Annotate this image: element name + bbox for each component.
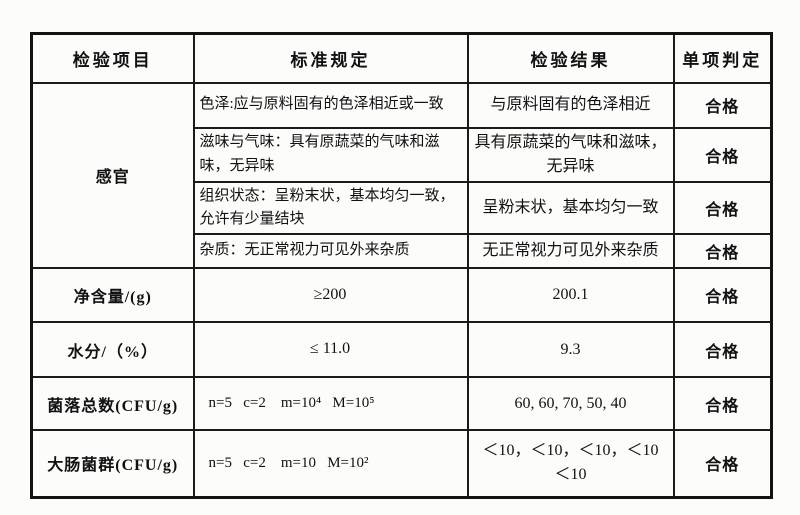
table-header-row: 检验项目 标准规定 检验结果 单项判定 — [30, 32, 773, 84]
table-row-net-content: 净含量/(g) ≥200 200.1 合格 — [30, 267, 773, 323]
cell-judgment-coliform: 合格 — [672, 429, 773, 498]
table-row-coliform: 大肠菌群(CFU/g) n=5 c=2 m=10 M=10² ＜10，＜10，＜… — [30, 429, 773, 498]
cell-result-texture: 呈粉末状，基本均匀一致 — [466, 180, 675, 235]
cell-item-moisture: 水分/（%） — [30, 321, 195, 378]
cell-judgment-taste-odor: 合格 — [672, 126, 773, 183]
table-row-sensory-taste-odor: 滋味与气味：具有原蔬菜的气味和滋味，无异味 具有原蔬菜的气味和滋味，无异味 合格 — [32, 126, 773, 183]
cell-item-sensory: 感官 — [30, 81, 195, 269]
cell-standard-texture: 组织状态：呈粉末状，基本均匀一致，允许有少量结块 — [192, 180, 469, 235]
header-single-item-judgment: 单项判定 — [672, 32, 773, 84]
cell-result-moisture: 9.3 — [466, 321, 675, 378]
table-row-sensory-impurity: 杂质：无正常视力可见外来杂质 无正常视力可见外来杂质 合格 — [32, 233, 773, 269]
cell-standard-color: 色泽:应与原料固有的色泽相近或一致 — [192, 81, 469, 129]
cell-result-taste-odor: 具有原蔬菜的气味和滋味，无异味 — [466, 126, 675, 183]
table-row-moisture: 水分/（%） ≤ 11.0 9.3 合格 — [30, 321, 773, 378]
header-inspection-result: 检验结果 — [466, 32, 675, 84]
cell-result-color: 与原料固有的色泽相近 — [466, 81, 675, 129]
inspection-table: 检验项目 标准规定 检验结果 单项判定 感官 色泽:应与原料固有的色泽相近或一致… — [30, 32, 773, 499]
table-row-total-colony-count: 菌落总数(CFU/g) n=5 c=2 m=10⁴ M=10⁵ 60, 60, … — [30, 376, 773, 431]
cell-result-total-colony-count: 60, 60, 70, 50, 40 — [466, 376, 675, 431]
cell-standard-total-colony-count: n=5 c=2 m=10⁴ M=10⁵ — [192, 376, 469, 431]
cell-judgment-moisture: 合格 — [672, 321, 773, 378]
cell-standard-impurity: 杂质：无正常视力可见外来杂质 — [192, 233, 469, 269]
cell-item-coliform: 大肠菌群(CFU/g) — [30, 429, 195, 498]
cell-standard-moisture: ≤ 11.0 — [192, 321, 469, 378]
coliform-result-line-1: ＜10，＜10，＜10，＜10 — [482, 442, 659, 460]
cell-standard-taste-odor: 滋味与气味：具有原蔬菜的气味和滋味，无异味 — [192, 126, 469, 183]
cell-result-net-content: 200.1 — [466, 267, 675, 323]
cell-standard-net-content: ≥200 — [192, 267, 469, 323]
cell-item-total-colony-count: 菌落总数(CFU/g) — [30, 376, 195, 431]
cell-judgment-total-colony-count: 合格 — [672, 376, 773, 431]
table-row-sensory-texture: 组织状态：呈粉末状，基本均匀一致，允许有少量结块 呈粉末状，基本均匀一致 合格 — [32, 180, 773, 235]
coliform-result-line-2: ＜10 — [554, 466, 587, 484]
cell-result-impurity: 无正常视力可见外来杂质 — [466, 233, 675, 269]
cell-judgment-color: 合格 — [672, 81, 773, 129]
cell-judgment-impurity: 合格 — [672, 233, 773, 269]
cell-judgment-texture: 合格 — [672, 180, 773, 235]
cell-result-coliform: ＜10，＜10，＜10，＜10 ＜10 — [466, 429, 675, 498]
cell-judgment-net-content: 合格 — [672, 267, 773, 323]
cell-item-net-content: 净含量/(g) — [30, 267, 195, 323]
table-row-sensory-color: 感官 色泽:应与原料固有的色泽相近或一致 与原料固有的色泽相近 合格 — [30, 81, 773, 269]
header-standard-requirement: 标准规定 — [192, 32, 469, 84]
header-inspection-item: 检验项目 — [30, 32, 195, 84]
cell-standard-coliform: n=5 c=2 m=10 M=10² — [192, 429, 469, 498]
